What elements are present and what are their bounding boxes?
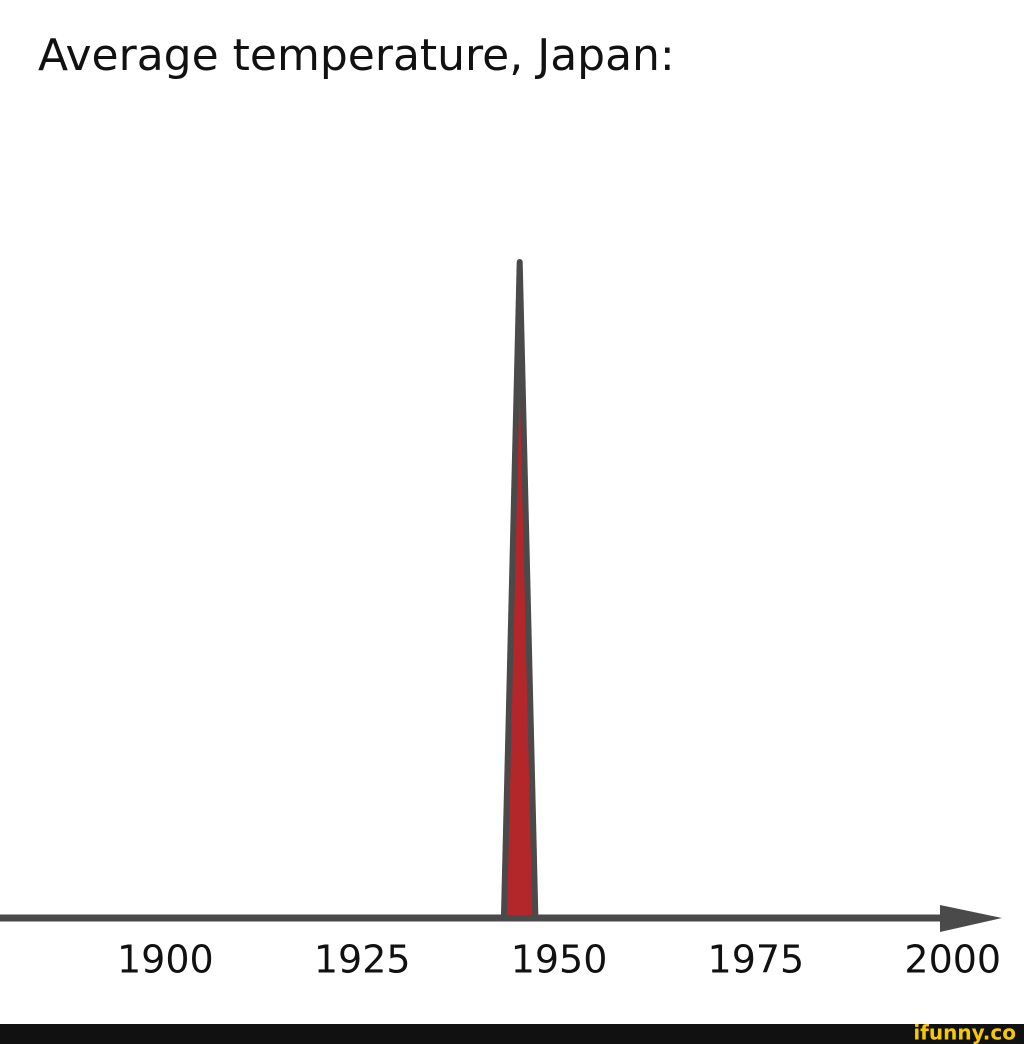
x-tick-label: 1925 xyxy=(314,938,411,982)
footer-bar xyxy=(0,1024,1024,1044)
x-tick-label: 1900 xyxy=(117,938,214,982)
chart-title: Average temperature, Japan: xyxy=(38,30,675,81)
x-tick-label: 1950 xyxy=(511,938,608,982)
watermark: ifunny.co xyxy=(913,1021,1016,1044)
x-tick-label: 2000 xyxy=(904,938,1001,982)
axis-arrow xyxy=(940,905,1002,932)
area-spike xyxy=(500,259,539,921)
x-tick-label: 1975 xyxy=(708,938,805,982)
